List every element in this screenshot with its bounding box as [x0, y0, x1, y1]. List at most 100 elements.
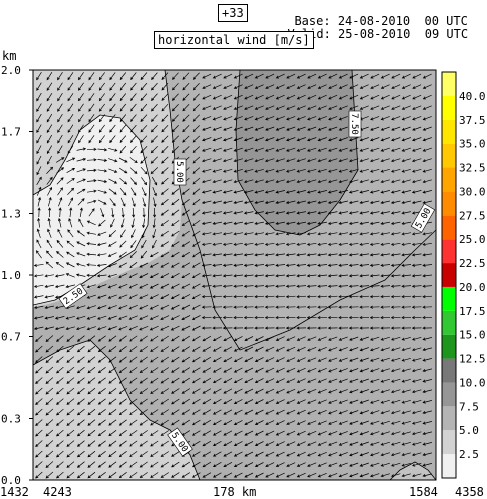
- wind-arrow: [108, 377, 117, 384]
- wind-arrow: [223, 472, 233, 478]
- wind-arrow: [86, 284, 96, 289]
- wind-arrow: [181, 251, 190, 258]
- wind-arrow: [265, 451, 275, 457]
- wind-arrow: [202, 105, 212, 110]
- wind-arrow: [254, 147, 264, 152]
- wind-arrow: [171, 103, 179, 112]
- wind-arrow: [275, 232, 285, 236]
- colorbar-level-label: 10.0: [459, 376, 486, 389]
- wind-arrow: [55, 261, 64, 268]
- wind-arrow: [98, 72, 105, 81]
- wind-arrow: [390, 232, 401, 236]
- wind-arrow: [202, 116, 212, 121]
- wind-arrow: [422, 94, 432, 100]
- wind-arrow: [348, 211, 359, 215]
- wind-arrow: [46, 134, 53, 144]
- wind-arrow: [172, 82, 179, 91]
- x-label-right-outer: 4358: [455, 485, 484, 499]
- wind-arrow: [160, 451, 169, 457]
- wind-arrow: [359, 232, 369, 236]
- wind-arrow: [139, 398, 148, 405]
- wind-arrow: [275, 253, 286, 257]
- wind-arrow: [171, 198, 180, 206]
- y-tick-label: 0.7: [1, 331, 21, 344]
- wind-arrow: [191, 304, 201, 310]
- wind-arrow: [370, 336, 380, 341]
- wind-arrow: [33, 295, 44, 299]
- wind-arrow: [328, 73, 338, 79]
- wind-arrow: [338, 368, 348, 373]
- wind-arrow: [412, 431, 422, 436]
- wind-arrow: [118, 346, 127, 353]
- wind-arrow: [119, 103, 127, 112]
- wind-arrow: [171, 472, 180, 478]
- wind-arrow: [254, 316, 265, 320]
- wind-arrow: [275, 263, 286, 267]
- wind-arrow: [66, 450, 75, 458]
- wind-arrow: [222, 295, 233, 299]
- wind-arrow: [380, 94, 390, 100]
- wind-arrow: [97, 305, 107, 310]
- wind-arrow: [359, 420, 369, 425]
- wind-arrow: [359, 347, 369, 352]
- wind-arrow: [296, 190, 306, 194]
- wind-arrow: [244, 388, 254, 394]
- wind-arrow: [119, 124, 127, 133]
- wind-arrow: [87, 419, 96, 426]
- wind-arrow: [254, 200, 264, 205]
- wind-arrow: [244, 179, 254, 184]
- wind-arrow: [37, 217, 41, 228]
- wind-arrow: [412, 126, 422, 131]
- wind-arrow: [349, 462, 359, 467]
- wind-arrow: [202, 419, 212, 426]
- wind-arrow: [191, 325, 201, 331]
- wind-arrow: [286, 147, 296, 152]
- wind-arrow: [265, 472, 275, 478]
- wind-arrow: [380, 462, 390, 467]
- wind-arrow: [307, 388, 317, 394]
- wind-arrow: [359, 410, 369, 415]
- wind-arrow: [170, 304, 180, 310]
- wind-arrow: [307, 462, 317, 467]
- wind-arrow: [296, 221, 306, 225]
- wind-arrow: [233, 263, 244, 267]
- wind-arrow: [244, 472, 254, 478]
- wind-arrow: [264, 274, 275, 278]
- wind-arrow: [131, 197, 136, 207]
- wind-arrow: [411, 305, 422, 309]
- wind-arrow: [76, 168, 86, 173]
- wind-arrow: [370, 399, 380, 404]
- wind-arrow: [118, 440, 127, 447]
- wind-arrow: [192, 104, 200, 112]
- wind-arrow: [391, 462, 401, 467]
- wind-arrow: [171, 409, 180, 415]
- wind-arrow: [86, 305, 96, 310]
- wind-arrow: [317, 399, 327, 404]
- wind-arrow: [78, 218, 84, 228]
- wind-arrow: [411, 263, 422, 267]
- wind-arrow: [306, 232, 317, 236]
- wind-arrow: [412, 410, 422, 415]
- wind-arrow: [338, 105, 348, 110]
- wind-arrow: [119, 240, 127, 248]
- wind-arrow: [65, 262, 75, 268]
- wind-arrow: [244, 336, 254, 341]
- wind-arrow: [391, 389, 401, 394]
- wind-arrow: [223, 398, 233, 405]
- wind-arrow: [233, 472, 243, 478]
- wind-arrow: [36, 145, 42, 155]
- wind-arrow: [108, 178, 118, 184]
- wind-arrow: [109, 135, 116, 144]
- wind-arrow: [275, 242, 285, 246]
- region-7p5-to-10: [236, 70, 358, 235]
- wind-arrow: [275, 305, 286, 309]
- wind-arrow: [412, 378, 422, 383]
- wind-arrow: [327, 284, 338, 288]
- wind-arrow: [328, 147, 338, 152]
- wind-arrow: [66, 251, 75, 258]
- wind-arrow: [359, 462, 369, 467]
- wind-arrow: [243, 253, 254, 257]
- colorbar-level-label: 15.0: [459, 329, 486, 342]
- wind-arrow: [285, 284, 296, 288]
- wind-arrow: [275, 179, 285, 184]
